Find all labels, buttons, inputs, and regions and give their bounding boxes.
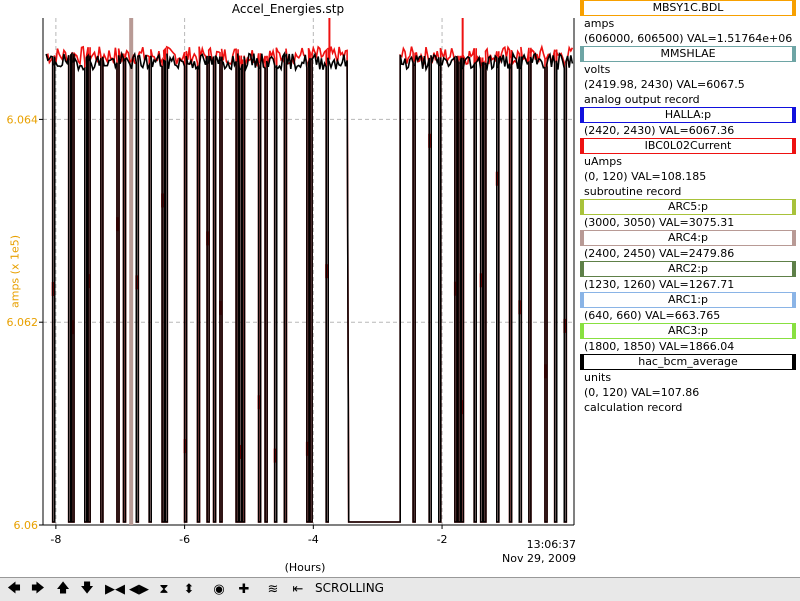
legend-pv-info: volts [584,63,611,76]
auto-scale-button[interactable]: ◉ [208,580,230,599]
zoom-out-x-icon: ◀▶ [129,582,149,597]
legend-pv-info: analog output record [584,93,700,106]
legend-pv-arc4-p[interactable]: ARC4:p [580,230,796,246]
marker-band [129,18,134,525]
timestamp-time: 13:06:37 [526,538,576,551]
pan-up-button[interactable]: 🡅 [52,580,74,599]
legend-pv-info: (2400, 2450) VAL=2479.86 [584,247,735,260]
legend-pv-arc2-p[interactable]: ARC2:p [580,261,796,277]
arrow-down-icon: 🡇 [80,580,94,596]
arc4-marker-band [129,18,134,525]
y-tick-label: 6.064 [7,113,39,126]
zoom-in-y-icon: ⧗ [159,582,169,597]
chart-title: Accel_Energies.stp [231,2,345,16]
series-hac-bcm-average [45,50,574,523]
arrow-up-icon: 🡅 [56,580,70,596]
scroll-toggle-button[interactable]: ⇤ [287,580,309,599]
x-tick-label: -2 [437,533,448,546]
chart-canvas[interactable]: 6.06 6.062 6.064 -8 -6 -4 -2 [0,0,578,577]
pan-down-button[interactable]: 🡇 [76,580,98,599]
timestamp: 13:06:37 Nov 29, 2009 [440,538,576,566]
legend-pv-info: (3000, 3050) VAL=3075.31 [584,216,735,229]
zoom-out-y-button[interactable]: ⬍ [178,580,200,599]
legend-pv-info: (1800, 1850) VAL=1866.04 [584,340,735,353]
series-line-hac-bcm-average [45,50,574,523]
scrolling-status: SCROLLING [315,581,384,595]
pan-right-button[interactable]: 🡆 [27,580,49,599]
arrow-left-icon: 🡄 [7,580,21,596]
legend-pv-halla-p[interactable]: HALLA:p [580,107,796,123]
legend-pv-info: units [584,371,612,384]
zoom-out-x-button[interactable]: ◀▶ [128,580,150,599]
y-tick-label: 6.062 [7,316,39,329]
toolbar: 🡄 🡆 🡅 🡇 ▶◀ ◀▶ ⧗ ⬍ ◉ ✚ ≋ ⇤ SCROLLING [0,577,800,601]
legend-pv-info: (2420, 2430) VAL=6067.36 [584,124,735,137]
y-axis-label: amps (x 1e5) [8,234,22,309]
legend-pv-hac-bcm-average[interactable]: hac_bcm_average [580,354,796,370]
legend-pv-info: (1230, 1260) VAL=1267.71 [584,278,735,291]
x-axis-ticks: -8 -6 -4 -2 [50,525,448,546]
waveform-icon: ≋ [267,582,279,597]
timestamp-date: Nov 29, 2009 [502,552,576,565]
legend-pv-info: (0, 120) VAL=107.86 [584,386,700,399]
legend-pv-arc1-p[interactable]: ARC1:p [580,292,796,308]
scroll-icon: ⇤ [292,582,304,597]
legend-pv-info: (640, 660) VAL=663.765 [584,309,721,322]
add-pv-button[interactable]: ✚ [233,580,255,599]
record-icon: ◉ [213,582,225,597]
legend-pv-info: subroutine record [584,185,682,198]
legend-pv-arc3-p[interactable]: ARC3:p [580,323,796,339]
arrow-right-icon: 🡆 [31,580,45,596]
legend-pv-ibc0l02current[interactable]: IBC0L02Current [580,138,796,154]
zoom-in-x-button[interactable]: ▶◀ [104,580,126,599]
pv-legend: MBSY1C.BDL amps (606000, 606500) VAL=1.517… [578,0,800,415]
zoom-in-y-button[interactable]: ⧗ [153,580,175,599]
plus-icon: ✚ [238,582,250,597]
zoom-out-y-icon: ⬍ [183,582,195,597]
y-tick-label: 6.06 [14,519,39,532]
legend-pv-info: (2419.98, 2430) VAL=6067.5 [584,78,745,91]
x-tick-label: -6 [179,533,190,546]
x-tick-label: -8 [50,533,61,546]
legend-pv-info: (606000, 606500) VAL=1.51764e+06 [584,32,793,45]
y-axis-ticks: 6.06 6.062 6.064 [7,113,43,532]
legend-pv-info: calculation record [584,401,683,414]
config-button[interactable]: ≋ [262,580,284,599]
legend-pv-info: (0, 120) VAL=108.185 [584,170,707,183]
legend-pv-mmshlae[interactable]: MMSHLAE [580,46,796,62]
x-axis-label: (Hours) [284,561,326,574]
legend-pv-mbsy1c-bdl[interactable]: MBSY1C.BDL [580,0,796,16]
zoom-in-x-icon: ▶◀ [105,582,125,597]
legend-pv-info: uAmps [584,155,622,168]
legend-pv-arc5-p[interactable]: ARC5:p [580,199,796,215]
pan-left-button[interactable]: 🡄 [3,580,25,599]
x-tick-label: -4 [308,533,319,546]
legend-pv-info: amps [584,17,615,30]
